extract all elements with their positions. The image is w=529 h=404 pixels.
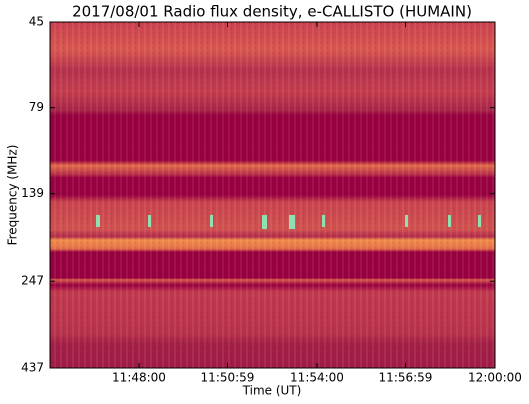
spectrogram-image <box>50 22 495 368</box>
x-tick-label: 11:50:59 <box>201 371 255 385</box>
y-tick-label: 79 <box>29 100 44 114</box>
x-tick-label: 12:00:00 <box>468 371 522 385</box>
chart-title: 2017/08/01 Radio flux density, e-CALLIST… <box>72 3 472 21</box>
y-tick-label: 45 <box>29 15 44 29</box>
x-axis-label: Time (UT) <box>242 384 302 398</box>
spectrogram-texture <box>50 22 495 368</box>
bright-bursts <box>96 215 481 229</box>
plot-frame <box>49 21 496 369</box>
y-axis-label: Frequency (MHz) <box>6 145 20 246</box>
x-tick-label: 11:56:59 <box>379 371 433 385</box>
y-tick-label: 247 <box>21 274 44 288</box>
y-tick-label: 139 <box>21 186 44 200</box>
y-tick-label: 437 <box>21 361 44 375</box>
x-tick-label: 11:54:00 <box>290 371 344 385</box>
x-tick-label: 11:48:00 <box>112 371 166 385</box>
